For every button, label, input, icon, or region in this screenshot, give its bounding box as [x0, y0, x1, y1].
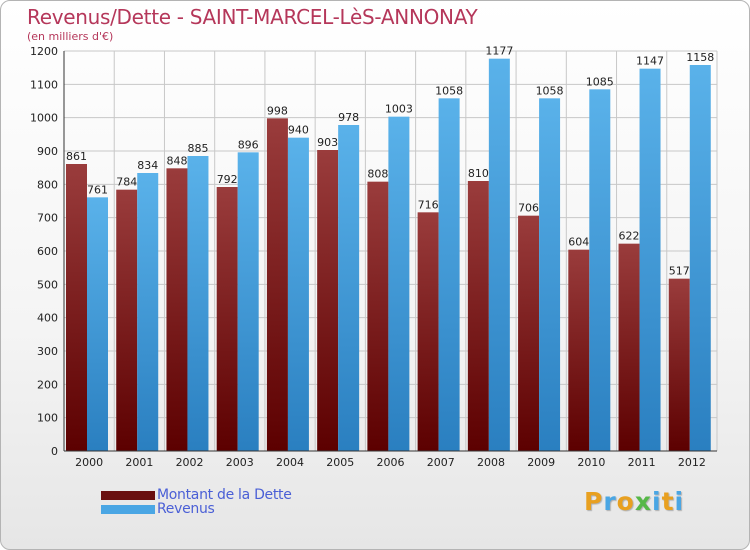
- x-tick-label: 2008: [477, 456, 505, 469]
- logo-letter: r: [603, 487, 617, 516]
- x-tick-label: 2003: [226, 456, 254, 469]
- bar-revenue-2002: [187, 156, 209, 451]
- data-label-revenue-2006: 1003: [385, 103, 413, 116]
- bar-revenue-2001: [137, 173, 159, 451]
- bar-revenue-2004: [287, 137, 309, 451]
- data-label-revenue-2008: 1177: [485, 45, 513, 58]
- bar-revenue-2011: [639, 68, 661, 452]
- data-label-debt-2010: 604: [568, 236, 589, 249]
- axis-layer: 0 100 200 300 400 500 600 700 800 900 1000 1100 1200…: [30, 45, 717, 469]
- y-tick-label: 0: [51, 445, 58, 458]
- data-label-revenue-2000: 761: [87, 183, 108, 196]
- legend-label-revenus: Revenus: [157, 501, 215, 517]
- data-label-revenue-2009: 1058: [536, 84, 564, 97]
- bar-debt-2003: [216, 187, 238, 451]
- data-label-debt-2011: 622: [619, 230, 640, 243]
- y-tick-label: 1200: [30, 45, 58, 58]
- y-tick-label: 200: [37, 378, 58, 391]
- y-tick-label: 300: [37, 345, 58, 358]
- y-tick-label: 800: [37, 178, 58, 191]
- x-tick-label: 2001: [125, 456, 153, 469]
- x-tick-label: 2009: [527, 456, 555, 469]
- bar-revenue-2010: [589, 89, 611, 451]
- logo-letter: i: [674, 487, 685, 516]
- bar-revenue-2009: [539, 98, 561, 451]
- data-label-debt-2001: 784: [116, 176, 137, 189]
- data-label-debt-2000: 861: [66, 150, 87, 163]
- bar-revenue-2007: [438, 98, 460, 451]
- x-tick-label: 2006: [377, 456, 405, 469]
- data-label-debt-2003: 792: [217, 173, 238, 186]
- bar-debt-2000: [66, 164, 87, 451]
- data-label-revenue-2002: 885: [187, 142, 208, 155]
- bar-debt-2007: [417, 212, 439, 451]
- legend-swatch-revenus: [101, 504, 155, 514]
- bar-revenue-2008: [488, 58, 510, 452]
- data-label-debt-2002: 848: [166, 154, 187, 167]
- y-tick-label: 700: [37, 212, 58, 225]
- bar-debt-2006: [367, 181, 389, 451]
- data-label-revenue-2010: 1085: [586, 75, 614, 88]
- chart-subtitle: (en milliers d'€): [27, 30, 114, 43]
- data-label-debt-2012: 517: [669, 265, 690, 278]
- bar-debt-2008: [467, 181, 489, 451]
- x-tick-label: 2005: [326, 456, 354, 469]
- bar-debt-2011: [618, 243, 640, 451]
- bar-debt-2004: [266, 118, 288, 451]
- x-tick-label: 2007: [427, 456, 455, 469]
- x-tick-label: 2011: [628, 456, 656, 469]
- bar-debt-2002: [166, 168, 188, 452]
- logo-letter: P: [584, 487, 604, 516]
- data-label-revenue-2001: 834: [137, 159, 158, 172]
- data-label-debt-2009: 706: [518, 202, 539, 215]
- bar-revenue-2000: [87, 197, 108, 451]
- x-tick-label: 2002: [176, 456, 204, 469]
- legend-swatch-dette: [101, 490, 155, 500]
- bar-debt-2010: [568, 249, 590, 451]
- legend-item-dette: Montant de la Dette: [101, 487, 292, 503]
- logo-letter: x: [634, 487, 652, 516]
- data-label-revenue-2007: 1058: [435, 84, 463, 97]
- bar-debt-2005: [317, 150, 339, 451]
- y-tick-label: 1100: [30, 78, 58, 91]
- data-label-debt-2006: 808: [367, 168, 388, 181]
- logo-letter: t: [661, 487, 675, 516]
- bar-revenue-2005: [338, 125, 360, 451]
- y-tick-label: 1000: [30, 112, 58, 125]
- bar-debt-2009: [518, 215, 540, 451]
- x-tick-label: 2000: [75, 456, 103, 469]
- chart-title: Revenus/Dette - SAINT-MARCEL-LèS-ANNONAY: [27, 5, 478, 29]
- data-label-debt-2007: 716: [418, 198, 439, 211]
- data-label-revenue-2003: 896: [238, 138, 259, 151]
- data-label-revenue-2004: 940: [288, 124, 309, 137]
- data-label-debt-2005: 903: [317, 136, 338, 149]
- logo-letter: o: [616, 487, 635, 516]
- y-tick-label: 600: [37, 245, 58, 258]
- data-label-revenue-2012: 1158: [686, 51, 714, 64]
- bar-debt-2001: [116, 189, 138, 451]
- x-tick-label: 2004: [276, 456, 304, 469]
- bar-revenue-2003: [237, 152, 259, 452]
- y-tick-label: 900: [37, 145, 58, 158]
- legend-item-revenus: Revenus: [101, 501, 215, 517]
- data-label-revenue-2011: 1147: [636, 55, 664, 68]
- legend-label-dette: Montant de la Dette: [157, 487, 292, 503]
- x-tick-label: 2010: [577, 456, 605, 469]
- x-tick-label: 2012: [678, 456, 706, 469]
- y-tick-label: 500: [37, 278, 58, 291]
- proxiti-logo: Proxiti: [584, 487, 684, 516]
- logo-letter: i: [652, 487, 662, 516]
- data-label-debt-2004: 998: [267, 104, 288, 117]
- y-tick-label: 400: [37, 312, 58, 325]
- bar-revenue-2012: [689, 65, 711, 451]
- bars-layer: [66, 58, 711, 452]
- y-tick-label: 100: [37, 412, 58, 425]
- data-label-debt-2008: 810: [468, 167, 489, 180]
- data-label-revenue-2005: 978: [338, 111, 359, 124]
- bar-debt-2012: [668, 278, 690, 451]
- bar-revenue-2006: [388, 116, 410, 452]
